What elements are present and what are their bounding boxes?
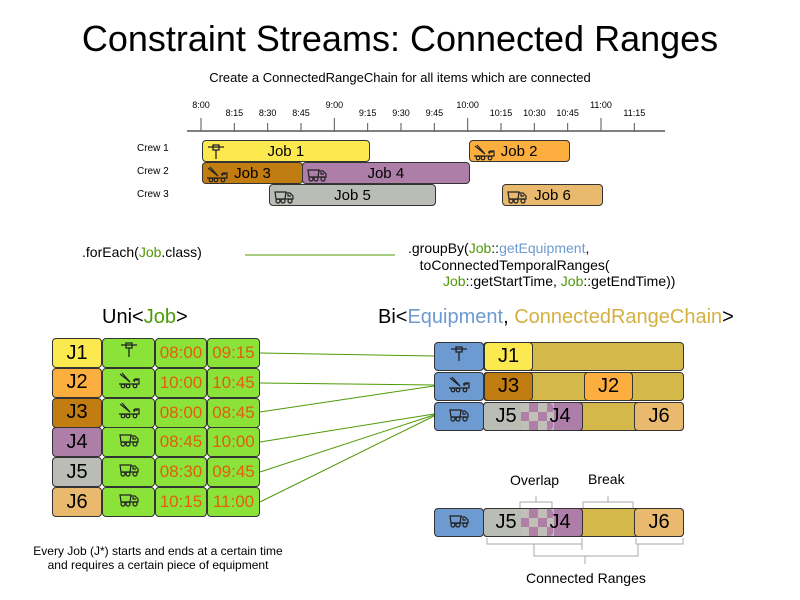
job-bar[interactable]: Job 3: [202, 162, 303, 184]
job-cell: J1: [484, 342, 533, 371]
job-bar[interactable]: Job 6: [502, 184, 603, 206]
equipment-cell: [434, 342, 484, 371]
dump-truck-icon: [273, 187, 295, 209]
footer-note: Every Job (J*) starts and ends at a cert…: [33, 544, 283, 572]
job-id-cell: J1: [52, 338, 102, 368]
start-time-cell: 10:15: [155, 487, 207, 517]
tick-label: 11:00: [590, 100, 612, 110]
subtitle: Create a ConnectedRangeChain for all ite…: [209, 70, 591, 85]
bi-heading: Bi<Equipment, ConnectedRangeChain>: [378, 306, 734, 328]
end-time-cell: 11:00: [207, 487, 260, 517]
job-bar[interactable]: Job 1: [202, 140, 370, 162]
job-id-cell: J3: [52, 397, 102, 428]
job-cell: J6: [634, 508, 684, 537]
job-label: J4: [549, 405, 571, 427]
job-cell: [483, 402, 583, 431]
crew-label: Crew 3: [137, 189, 169, 200]
dump-truck-icon: [306, 165, 328, 187]
job-cell: J2: [584, 372, 633, 401]
crane-truck-icon: [118, 401, 140, 425]
job-id-cell: J4: [52, 427, 102, 458]
overlap-label: Overlap: [510, 472, 560, 488]
job-bar[interactable]: Job 5: [268, 184, 437, 209]
job-id-cell: J2: [52, 367, 102, 398]
equipment-cell: [102, 427, 155, 458]
job-label: J4: [549, 511, 571, 533]
jackhammer-icon: [449, 345, 469, 369]
equipment-cell: [102, 487, 155, 517]
equipment-cell: [434, 402, 484, 431]
dump-truck-icon: [118, 490, 140, 514]
job-label: Job 1: [267, 142, 305, 160]
brackets: [486, 496, 684, 564]
job-label: Job 2: [500, 142, 538, 160]
job-equipment-links: [259, 352, 435, 503]
dump-truck-icon: [448, 405, 470, 429]
dump-truck-icon: [506, 187, 528, 209]
crew-label: Crew 2: [137, 166, 169, 177]
job-bar[interactable]: Job 4: [302, 162, 470, 184]
tick-label: 8:45: [292, 108, 310, 118]
end-time-cell: 08:45: [207, 397, 260, 428]
tick-label: 11:15: [623, 108, 646, 118]
job-cell: [483, 508, 583, 537]
groupby-code: .groupBy(Job::getEquipment, toConnectedT…: [408, 240, 676, 289]
tick-label: 8:00: [192, 100, 210, 110]
equipment-cell: [434, 508, 484, 537]
tick-label: 8:15: [225, 108, 244, 118]
job-label: Job 3: [234, 164, 271, 182]
start-time-cell: 08:00: [155, 338, 207, 368]
tick-label: 10:30: [523, 108, 546, 118]
connected-ranges-label: Connected Ranges: [526, 570, 646, 586]
job-label: Job 5: [334, 186, 371, 204]
start-time-cell: 08:30: [155, 457, 207, 488]
tick-label: 8:30: [258, 108, 277, 118]
end-time-cell: 10:00: [207, 427, 260, 458]
crane-truck-icon: [206, 165, 228, 187]
tick-label: 10:45: [556, 108, 579, 118]
job-bar[interactable]: Job 2: [468, 140, 570, 165]
start-time-cell: 08:00: [155, 397, 207, 428]
tick-label: 9:15: [358, 108, 377, 118]
jackhammer-icon: [206, 143, 226, 165]
job-cell: J3: [484, 372, 533, 401]
tick-label: 10:00: [456, 100, 479, 110]
equipment-cell: [102, 457, 155, 488]
job-label: J5: [495, 405, 517, 427]
crane-truck-icon: [118, 371, 140, 395]
crew-label: Crew 1: [137, 143, 169, 154]
dump-truck-icon: [118, 460, 140, 484]
job-label: Job 4: [367, 164, 405, 182]
crane-truck-icon: [448, 375, 470, 399]
dump-truck-icon: [118, 430, 140, 454]
start-time-cell: 08:45: [155, 427, 207, 458]
end-time-cell: 10:45: [207, 367, 260, 398]
uni-heading: Uni<Job>: [102, 306, 188, 328]
equipment-cell: [102, 367, 155, 398]
job-id-cell: J5: [52, 457, 102, 488]
tick-label: 9:00: [325, 100, 344, 110]
break-label: Break: [588, 471, 625, 487]
page-title: Constraint Streams: Connected Ranges: [81, 18, 719, 59]
tick-label: 10:15: [489, 108, 513, 118]
tick-label: 9:30: [392, 108, 410, 118]
end-time-cell: 09:45: [207, 457, 260, 488]
job-cell: J6: [634, 402, 684, 431]
jackhammer-icon: [119, 341, 139, 365]
equipment-cell: [102, 338, 155, 368]
crane-truck-icon: [473, 143, 495, 165]
job-label: Job 6: [534, 186, 571, 204]
job-label: J5: [495, 511, 517, 533]
job-id-cell: J6: [52, 487, 102, 517]
start-time-cell: 10:00: [155, 367, 207, 398]
dump-truck-icon: [448, 511, 470, 535]
foreach-code: .forEach(Job.class): [82, 244, 202, 260]
end-time-cell: 09:15: [207, 338, 260, 368]
equipment-cell: [434, 372, 484, 401]
equipment-cell: [102, 397, 155, 428]
tick-label: 9:45: [425, 108, 444, 118]
